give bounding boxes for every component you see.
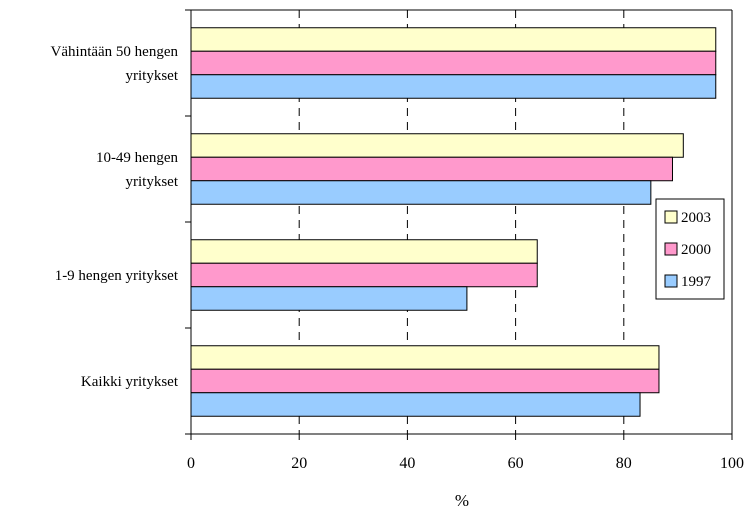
category-label: yritykset bbox=[126, 174, 179, 190]
category-label: yritykset bbox=[126, 68, 179, 84]
bar bbox=[190, 239, 538, 264]
bar bbox=[190, 180, 652, 205]
category-label: Kaikki yritykset bbox=[81, 374, 179, 390]
category-labels: Vähintään 50 hengen yritykset 10-49 hengen… bbox=[51, 44, 179, 390]
bar bbox=[190, 392, 641, 417]
bar bbox=[190, 74, 717, 99]
bar bbox=[190, 262, 538, 288]
x-axis-title: % bbox=[455, 491, 469, 510]
x-tick-label: 0 bbox=[187, 455, 195, 472]
legend-label: 2003 bbox=[681, 210, 711, 226]
bars bbox=[190, 27, 717, 417]
bar bbox=[190, 368, 660, 394]
axes bbox=[185, 9, 733, 440]
x-tick-label: 20 bbox=[291, 455, 307, 472]
x-tick-label: 60 bbox=[508, 455, 524, 472]
x-tick-label: 100 bbox=[720, 455, 744, 472]
bar bbox=[190, 27, 717, 52]
legend-swatch bbox=[664, 210, 678, 224]
bar bbox=[190, 345, 660, 370]
legend-swatch bbox=[664, 242, 678, 256]
bar bbox=[190, 133, 684, 158]
legend: 2003 2000 1997 bbox=[655, 198, 725, 300]
legend-swatch bbox=[664, 274, 678, 288]
x-tick-label: 40 bbox=[399, 455, 415, 472]
category-label: 1-9 hengen yritykset bbox=[55, 268, 179, 284]
x-tick-labels: 0 20 40 60 80 100 bbox=[187, 455, 744, 472]
legend-label: 1997 bbox=[681, 274, 712, 290]
x-tick-label: 80 bbox=[616, 455, 632, 472]
category-label: Vähintään 50 hengen bbox=[51, 44, 179, 60]
bar bbox=[190, 156, 673, 182]
bar bbox=[190, 50, 717, 76]
bar bbox=[190, 286, 468, 311]
legend-label: 2000 bbox=[681, 242, 711, 258]
category-label: 10-49 hengen bbox=[96, 150, 179, 166]
